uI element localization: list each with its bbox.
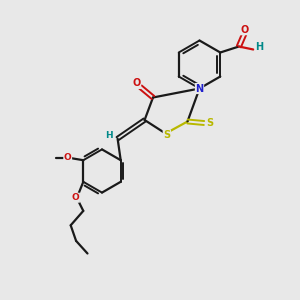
Text: O: O [64,153,72,162]
Text: O: O [72,193,80,202]
Text: H: H [255,42,263,52]
Text: N: N [195,83,204,94]
Text: S: S [206,118,214,128]
Text: S: S [163,130,170,140]
Text: H: H [105,130,113,140]
Text: O: O [132,78,141,88]
Text: O: O [240,25,248,35]
